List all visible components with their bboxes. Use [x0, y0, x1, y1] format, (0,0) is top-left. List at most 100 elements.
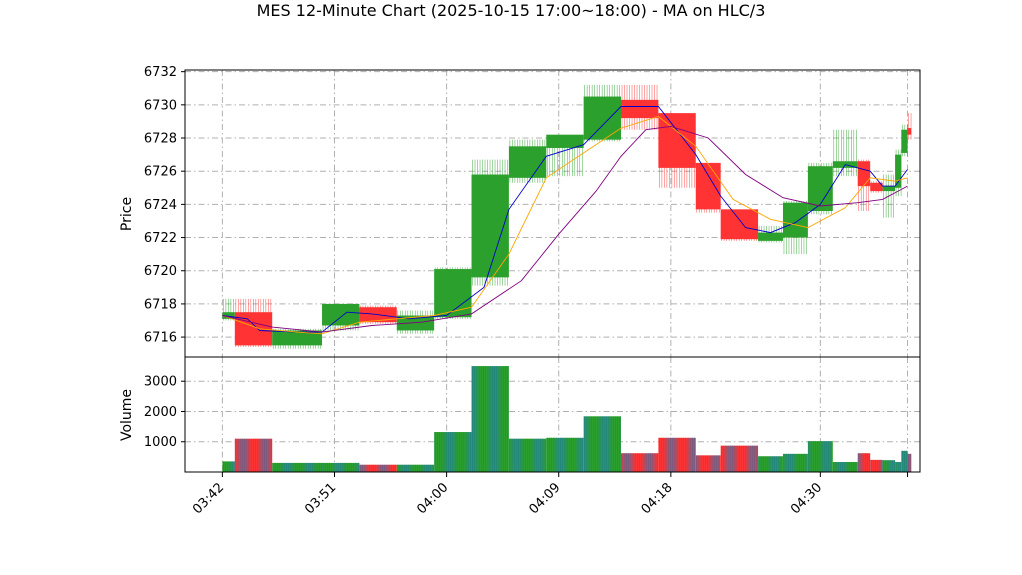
- volume-bar: [658, 437, 696, 472]
- volume-bar: [396, 464, 435, 472]
- candle-body: [546, 134, 584, 148]
- candle-body: [901, 129, 908, 153]
- volume-y-ticks: 1000 2000 3000: [144, 375, 185, 450]
- candle-up: [901, 124, 908, 157]
- volume-bar: [434, 432, 472, 472]
- volume-bar-fill: [758, 456, 783, 472]
- price-axis-label: Price: [119, 197, 135, 231]
- candle-up: [508, 139, 547, 183]
- price-grid: [185, 70, 920, 357]
- candle-body: [695, 162, 721, 210]
- candle-down: [720, 209, 759, 241]
- volume-frame: [184, 356, 921, 473]
- volume-bar-fill: [907, 453, 912, 472]
- volume-bar: [695, 455, 721, 472]
- volume-bar: [583, 416, 622, 472]
- candle-down: [234, 298, 273, 348]
- price-tick-label: 6716: [144, 331, 177, 346]
- ma-fast-line: [222, 106, 908, 333]
- volume-bar: [359, 464, 397, 472]
- volume-bar-fill: [695, 455, 721, 472]
- candle-body: [471, 174, 509, 278]
- volume-panel: 1000 2000 3000 Volume: [119, 356, 921, 473]
- candle-body: [895, 154, 902, 188]
- volume-bar: [907, 453, 912, 472]
- candle-body: [782, 202, 808, 238]
- price-tick-label: 6720: [144, 264, 177, 279]
- price-y-ticks: 6716 6718 6720 6722 6724 6726 6728 6730 6732: [144, 65, 185, 346]
- price-tick-label: 6724: [144, 198, 177, 213]
- price-tick-label: 6732: [144, 65, 177, 80]
- volume-tick-label: 1000: [144, 435, 177, 450]
- price-frame: [184, 69, 921, 358]
- candle-body: [234, 312, 273, 346]
- volume-bar: [546, 437, 584, 472]
- candle-body: [222, 312, 235, 319]
- volume-bar: [222, 461, 235, 472]
- volume-bar: [720, 445, 759, 472]
- volume-bar: [832, 462, 858, 472]
- volume-bar: [882, 460, 896, 472]
- candle-up: [782, 201, 808, 255]
- volume-bar: [758, 456, 783, 472]
- candle-down: [907, 113, 912, 140]
- price-tick-label: 6726: [144, 165, 177, 180]
- candle-body: [720, 209, 759, 240]
- candle-up: [583, 84, 622, 142]
- candle-body: [583, 96, 622, 140]
- volume-bar-fill: [222, 461, 235, 472]
- candle-body: [322, 303, 360, 326]
- x-tick-label: 04:09: [526, 480, 563, 517]
- volume-bar-fill: [882, 460, 896, 472]
- volume-bar: [857, 453, 871, 472]
- candle-body: [907, 128, 912, 135]
- x-tick-label: 04:30: [788, 480, 825, 517]
- price-panel: 6716 6718 6720 6722 6724 6726 6728 6730 6732 Pri…: [119, 65, 921, 358]
- x-axis: 03:42 03:51 04:00 04:09 04:18 04:30: [190, 472, 909, 517]
- candle-up: [546, 134, 584, 177]
- volume-bar: [901, 450, 908, 472]
- volume-bar-fill: [807, 441, 833, 472]
- volume-bar: [621, 453, 659, 472]
- volume-tick-label: 3000: [144, 375, 177, 390]
- price-tick-label: 6730: [144, 98, 177, 113]
- x-tick-label: 03:42: [190, 480, 227, 517]
- candle-up: [832, 129, 858, 177]
- candle-body: [621, 99, 659, 119]
- x-tick-label: 04:00: [414, 480, 451, 517]
- volume-bar-fill: [782, 453, 808, 472]
- price-tick-label: 6722: [144, 231, 177, 246]
- volume-bar-fill: [832, 462, 858, 472]
- volume-axis-label: Volume: [119, 389, 135, 441]
- volume-bar: [272, 462, 323, 472]
- candle-body: [272, 330, 323, 346]
- volume-bar: [782, 453, 808, 472]
- chart-title: MES 12-Minute Chart (2025-10-15 17:00~18…: [257, 1, 766, 20]
- volume-bar: [807, 441, 833, 472]
- volume-bar: [471, 366, 509, 472]
- volume-bar: [508, 438, 547, 472]
- volume-tick-label: 2000: [144, 405, 177, 420]
- candle-body: [882, 186, 896, 192]
- candle-body: [758, 232, 783, 241]
- candle-up: [758, 225, 783, 243]
- candle-up: [434, 267, 472, 319]
- price-tick-label: 6718: [144, 297, 177, 312]
- candle-down: [870, 181, 883, 193]
- x-tick-label: 04:18: [639, 480, 676, 517]
- volume-bar: [234, 438, 273, 472]
- price-tick-label: 6728: [144, 132, 177, 147]
- candle-up: [396, 310, 435, 334]
- volume-bar: [322, 462, 360, 472]
- volume-bars: [222, 366, 912, 472]
- ma-mid-line: [222, 115, 908, 335]
- candle-body: [434, 269, 472, 318]
- candle-body: [870, 182, 883, 192]
- price-candles: [222, 84, 912, 349]
- candle-body: [658, 113, 696, 168]
- candle-body: [857, 161, 871, 187]
- volume-bar: [870, 459, 883, 472]
- moving-averages: [222, 106, 908, 335]
- candle-up: [895, 149, 902, 197]
